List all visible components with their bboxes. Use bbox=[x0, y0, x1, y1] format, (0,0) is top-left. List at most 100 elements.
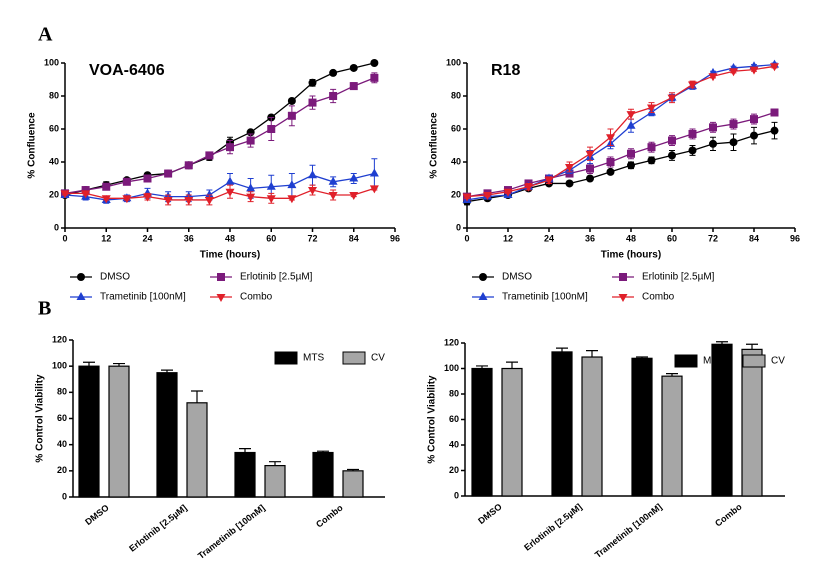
marker bbox=[729, 68, 738, 77]
marker bbox=[586, 174, 594, 183]
marker bbox=[77, 273, 85, 281]
marker bbox=[503, 188, 513, 197]
x-tick-label: DMSO bbox=[476, 502, 503, 527]
marker bbox=[626, 111, 636, 120]
bar bbox=[501, 367, 523, 497]
marker bbox=[308, 187, 317, 196]
marker bbox=[266, 195, 276, 204]
marker bbox=[770, 63, 779, 72]
x-tick-label: 96 bbox=[390, 233, 400, 243]
y-tick-label: 120 bbox=[444, 337, 459, 347]
marker bbox=[164, 169, 173, 178]
error-bar bbox=[239, 447, 251, 453]
marker bbox=[749, 66, 759, 75]
marker bbox=[308, 170, 317, 179]
marker bbox=[329, 92, 338, 100]
legend-label: Trametinib [100nM] bbox=[502, 292, 588, 303]
marker bbox=[626, 120, 636, 129]
marker bbox=[329, 68, 338, 77]
marker bbox=[750, 115, 758, 124]
marker bbox=[750, 131, 758, 140]
marker bbox=[81, 186, 90, 195]
marker bbox=[478, 292, 488, 300]
marker bbox=[709, 139, 717, 148]
marker bbox=[184, 161, 193, 170]
legend-label: DMSO bbox=[100, 272, 130, 283]
marker bbox=[143, 193, 152, 202]
x-tick-label: Combo bbox=[713, 501, 744, 528]
bar bbox=[156, 372, 178, 498]
bar bbox=[342, 470, 364, 498]
marker bbox=[586, 164, 594, 173]
marker bbox=[729, 120, 738, 129]
y-tick-label: 120 bbox=[52, 334, 67, 344]
bar bbox=[551, 351, 573, 497]
x-tick-label: 84 bbox=[749, 233, 759, 243]
bar bbox=[661, 375, 683, 497]
bar bbox=[312, 451, 334, 498]
x-tick-label: 12 bbox=[503, 233, 513, 243]
marker bbox=[266, 181, 276, 190]
marker bbox=[267, 125, 276, 133]
marker bbox=[627, 149, 635, 158]
marker bbox=[217, 273, 225, 281]
y-tick-label: 80 bbox=[57, 387, 67, 397]
marker bbox=[606, 167, 615, 176]
y-tick-label: 80 bbox=[449, 388, 459, 398]
y-tick-label: 0 bbox=[454, 490, 459, 500]
y-tick-label: 40 bbox=[49, 156, 59, 166]
y-tick-label: 60 bbox=[451, 123, 461, 133]
legend-label: Combo bbox=[240, 292, 273, 303]
y-tick-label: 100 bbox=[444, 363, 459, 373]
marker bbox=[287, 96, 296, 105]
bar bbox=[78, 365, 100, 498]
marker bbox=[688, 129, 697, 138]
marker bbox=[328, 176, 338, 185]
marker bbox=[618, 294, 628, 302]
x-tick-label: 72 bbox=[708, 233, 718, 243]
marker bbox=[226, 143, 234, 152]
y-tick-label: 60 bbox=[449, 414, 459, 424]
y-tick-label: 0 bbox=[456, 222, 461, 232]
x-tick-label: 12 bbox=[101, 233, 111, 243]
marker bbox=[668, 151, 676, 160]
marker bbox=[370, 73, 379, 82]
y-tick-label: 80 bbox=[451, 90, 461, 100]
marker bbox=[524, 183, 533, 192]
marker bbox=[287, 180, 297, 189]
marker bbox=[770, 126, 779, 135]
series-line bbox=[466, 130, 775, 203]
legend-swatch bbox=[742, 354, 766, 368]
marker bbox=[708, 73, 718, 82]
marker bbox=[287, 111, 296, 120]
error-bar bbox=[586, 350, 598, 358]
x-tick-label: DMSO bbox=[83, 503, 110, 528]
bar bbox=[186, 402, 208, 498]
marker bbox=[647, 156, 656, 165]
legend-label: Erlotinib [2.5µM] bbox=[240, 272, 313, 283]
y-tick-label: 100 bbox=[44, 57, 59, 67]
marker bbox=[349, 173, 359, 182]
series-line bbox=[466, 111, 775, 198]
y-tick-label: 100 bbox=[446, 57, 461, 67]
marker bbox=[204, 190, 214, 198]
x-tick-label: Trametinib [100nM] bbox=[593, 502, 664, 560]
error-bar bbox=[746, 343, 758, 350]
marker bbox=[122, 177, 131, 186]
series-line bbox=[466, 64, 775, 201]
x-tick-label: 60 bbox=[266, 233, 276, 243]
marker bbox=[729, 138, 738, 147]
y-tick-label: 0 bbox=[62, 491, 67, 501]
marker bbox=[647, 104, 656, 113]
y-tick-label: 20 bbox=[57, 465, 67, 475]
series-line bbox=[466, 65, 775, 198]
series-line bbox=[64, 172, 375, 201]
marker bbox=[369, 185, 379, 194]
marker bbox=[246, 136, 255, 145]
marker bbox=[349, 192, 359, 200]
legend-label: Trametinib [100nM] bbox=[100, 292, 186, 303]
marker bbox=[143, 174, 152, 183]
marker bbox=[370, 59, 379, 67]
y-tick-label: 0 bbox=[54, 222, 59, 232]
